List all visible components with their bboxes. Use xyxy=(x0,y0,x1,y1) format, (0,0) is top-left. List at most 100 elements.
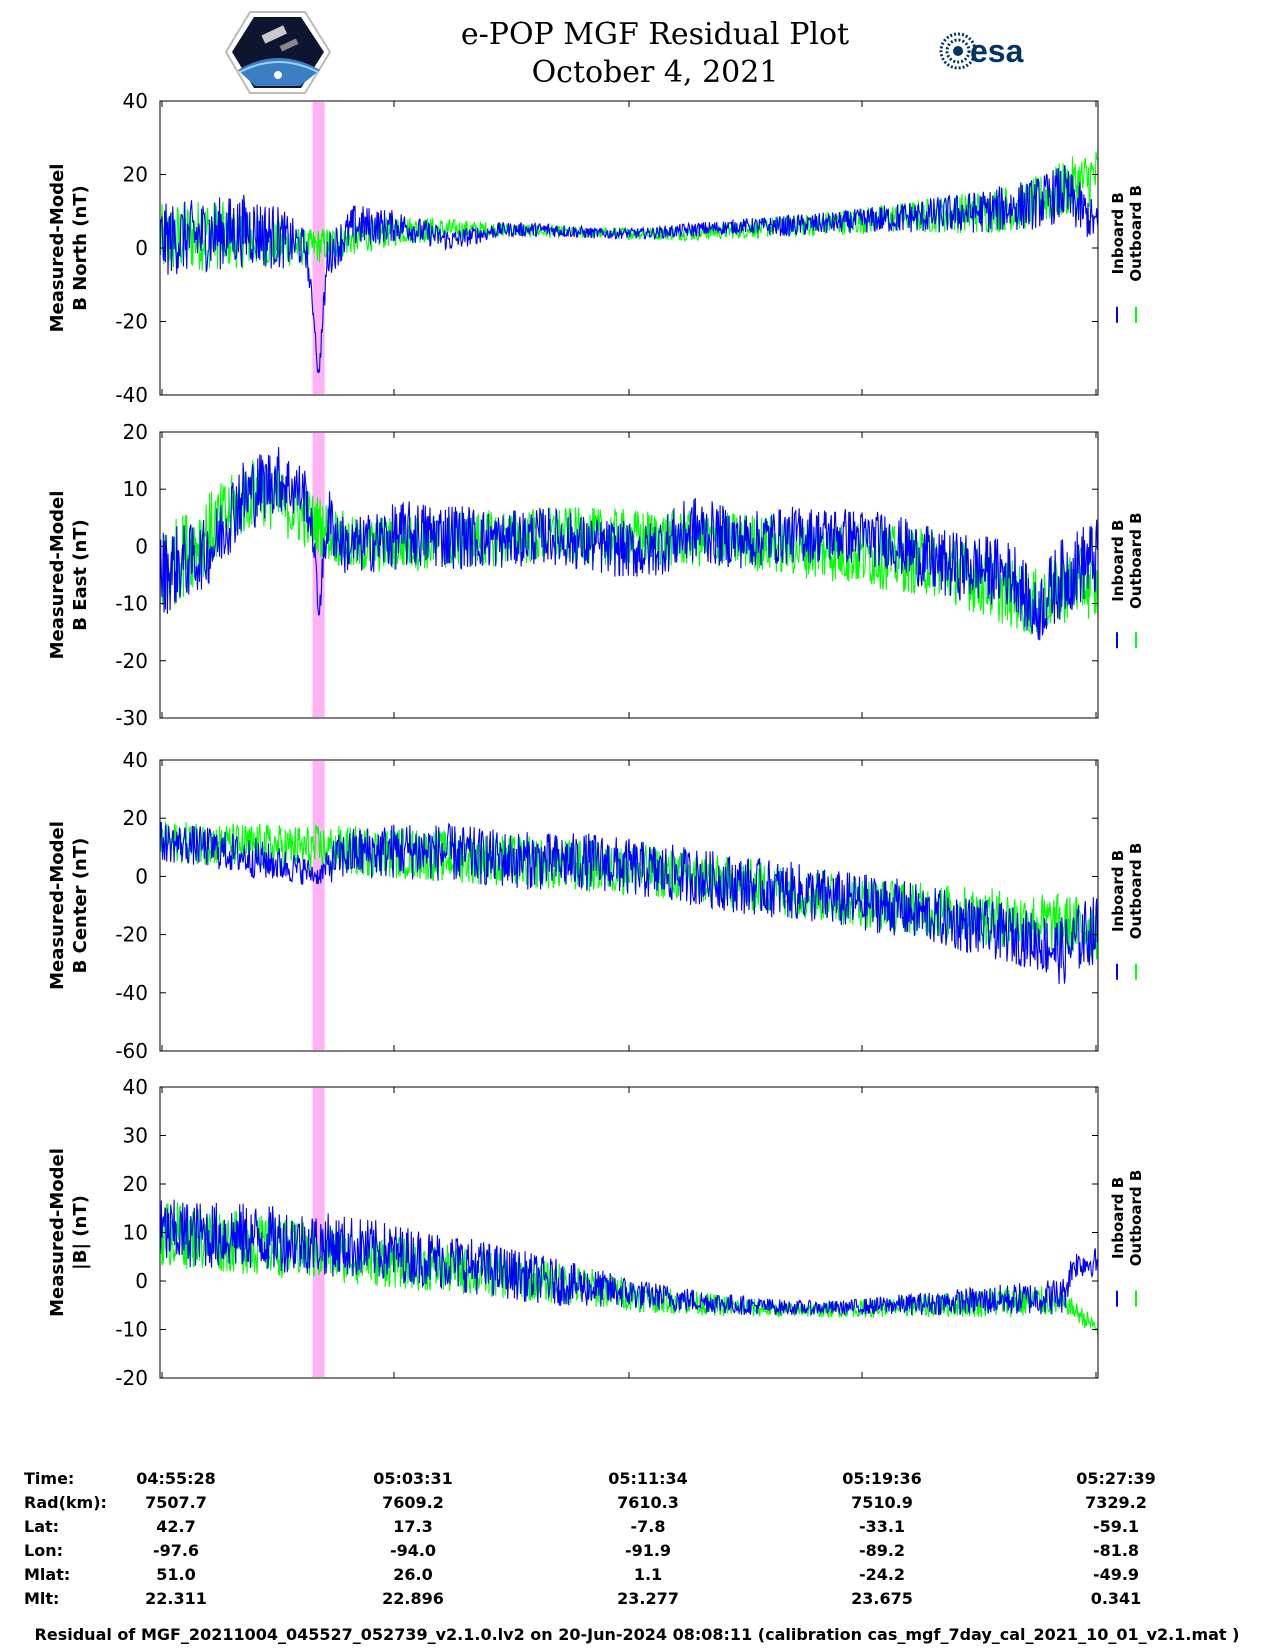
ephemeris-mlt-value: 23.675 xyxy=(851,1589,913,1608)
ephemeris-mlat-value: 1.1 xyxy=(634,1565,662,1584)
y-tick-label: 20 xyxy=(123,420,148,444)
ephemeris-lat-value: 42.7 xyxy=(156,1517,195,1536)
ephemeris-mlat-value: 51.0 xyxy=(156,1565,195,1584)
ephemeris-row-label: Rad(km): xyxy=(24,1493,107,1512)
y-tick-label: 40 xyxy=(123,748,148,772)
ephemeris-mlat-value: 26.0 xyxy=(393,1565,432,1584)
event-highlight-bar xyxy=(312,1088,325,1377)
panel-4: 40 30 20 10 0 -10 -20 Measured-Model |B| (nT) Inb… xyxy=(47,1075,1145,1390)
outboard-series-line xyxy=(159,151,1099,271)
legend-label-outboard: Outboard B xyxy=(1127,185,1145,282)
ephemeris-table: Time: Rad(km): Lat: Lon: Mlat: Mlt: 04:55:28 75… xyxy=(24,1469,1156,1608)
cassiope-mission-badge-icon xyxy=(224,11,332,94)
y-tick-label: 10 xyxy=(123,1221,148,1245)
legend-label-inboard: Inboard B xyxy=(1109,1177,1127,1259)
y-axis-label-line2: B Center (nT) xyxy=(70,838,91,974)
y-tick-label: 20 xyxy=(123,806,148,830)
legend-label-inboard: Inboard B xyxy=(1109,192,1127,274)
y-tick-label: -20 xyxy=(115,649,148,673)
ephemeris-lon-value: -89.2 xyxy=(859,1541,905,1560)
y-tick-label: 30 xyxy=(123,1124,148,1148)
ephemeris-lat-value: 17.3 xyxy=(393,1517,432,1536)
inboard-series-line xyxy=(159,165,1099,374)
ephemeris-time-value: 05:19:36 xyxy=(842,1469,922,1488)
ephemeris-lon-value: -94.0 xyxy=(390,1541,436,1560)
outboard-series-line xyxy=(159,821,1099,960)
series-legend: Inboard B Outboard B xyxy=(1109,1170,1145,1307)
y-axis-label-line2: B North (nT) xyxy=(70,185,91,311)
footer-caption: Residual of MGF_20211004_045527_052739_v… xyxy=(35,1625,1240,1644)
y-tick-label: -10 xyxy=(115,592,148,616)
y-tick-label: 0 xyxy=(135,236,148,260)
ephemeris-mlat-value: -24.2 xyxy=(859,1565,905,1584)
y-tick-label: 20 xyxy=(123,163,148,187)
y-tick-label: 10 xyxy=(123,477,148,501)
figure-title: e-POP MGF Residual Plot xyxy=(461,17,849,52)
y-tick-label: -40 xyxy=(115,383,148,407)
y-axis-label-line2: B East (nT) xyxy=(70,519,91,631)
ephemeris-mlt-value: 23.277 xyxy=(617,1589,679,1608)
legend-label-outboard: Outboard B xyxy=(1127,512,1145,609)
legend-label-outboard: Outboard B xyxy=(1127,843,1145,940)
y-tick-label: -20 xyxy=(115,923,148,947)
y-axis-label-line1: Measured-Model xyxy=(47,164,68,333)
ephemeris-lon-value: -97.6 xyxy=(153,1541,199,1560)
ephemeris-lon-value: -91.9 xyxy=(625,1541,671,1560)
series-legend: Inboard B Outboard B xyxy=(1109,185,1145,323)
ephemeris-time-value: 05:03:31 xyxy=(373,1469,453,1488)
esa-logo-text: esa xyxy=(970,33,1024,69)
ephemeris-lat-value: -59.1 xyxy=(1093,1517,1139,1536)
panel-3: 40 20 0 -20 -40 -60 Measured-Model B Center (nT… xyxy=(47,748,1145,1063)
ephemeris-row-label: Mlt: xyxy=(24,1589,59,1608)
event-highlight-bar xyxy=(312,761,325,1050)
ephemeris-time-value: 04:55:28 xyxy=(136,1469,216,1488)
legend-label-outboard: Outboard B xyxy=(1127,1170,1145,1267)
ephemeris-rad-value: 7507.7 xyxy=(145,1493,207,1512)
legend-label-inboard: Inboard B xyxy=(1109,520,1127,602)
ephemeris-rad-value: 7609.2 xyxy=(382,1493,444,1512)
ephemeris-rad-value: 7329.2 xyxy=(1085,1493,1147,1512)
plot-frame xyxy=(159,1086,1099,1379)
ephemeris-lat-value: -7.8 xyxy=(631,1517,666,1536)
inboard-series-line xyxy=(159,1199,1099,1317)
y-tick-label: 0 xyxy=(135,534,148,558)
y-tick-label: -60 xyxy=(115,1039,148,1063)
ephemeris-time-value: 05:27:39 xyxy=(1076,1469,1156,1488)
ephemeris-row-label: Mlat: xyxy=(24,1565,70,1584)
ephemeris-mlat-value: -49.9 xyxy=(1093,1565,1139,1584)
ephemeris-mlt-value: 0.341 xyxy=(1091,1589,1142,1608)
ephemeris-mlt-value: 22.311 xyxy=(145,1589,207,1608)
series-legend: Inboard B Outboard B xyxy=(1109,843,1145,980)
ephemeris-time-value: 05:11:34 xyxy=(608,1469,688,1488)
figure-date: October 4, 2021 xyxy=(532,55,779,90)
y-tick-label: 20 xyxy=(123,1172,148,1196)
panel-2: 20 10 0 -10 -20 -30 Measured-Model B East (nT) I… xyxy=(47,420,1145,730)
y-tick-label: -20 xyxy=(115,1366,148,1390)
panel-1: 40 20 0 -20 -40 Measured-Model B North (nT) Inb… xyxy=(47,89,1145,407)
y-tick-label: -30 xyxy=(115,706,148,730)
y-axis-label-line1: Measured-Model xyxy=(47,821,68,990)
y-tick-label: -20 xyxy=(115,310,148,334)
y-tick-label: 0 xyxy=(135,864,148,888)
ephemeris-lat-value: -33.1 xyxy=(859,1517,905,1536)
outboard-series-line xyxy=(159,1202,1099,1337)
ephemeris-row-label: Lon: xyxy=(24,1541,63,1560)
inboard-series-line xyxy=(159,447,1099,641)
series-legend: Inboard B Outboard B xyxy=(1109,512,1145,649)
y-tick-label: 0 xyxy=(135,1269,148,1293)
legend-label-inboard: Inboard B xyxy=(1109,850,1127,932)
y-tick-label: 40 xyxy=(123,89,148,113)
ephemeris-row-label: Time: xyxy=(24,1469,74,1488)
ephemeris-lon-value: -81.8 xyxy=(1093,1541,1139,1560)
y-axis-label-line2: |B| (nT) xyxy=(70,1195,91,1270)
y-tick-label: 40 xyxy=(123,1075,148,1099)
ephemeris-rad-value: 7610.3 xyxy=(617,1493,679,1512)
inboard-series-line xyxy=(159,821,1099,985)
ephemeris-row-label: Lat: xyxy=(24,1517,59,1536)
y-axis-label-line1: Measured-Model xyxy=(47,1148,68,1317)
ephemeris-mlt-value: 22.896 xyxy=(382,1589,444,1608)
esa-logo-icon: esa xyxy=(939,32,1024,70)
y-tick-label: -10 xyxy=(115,1318,148,1342)
